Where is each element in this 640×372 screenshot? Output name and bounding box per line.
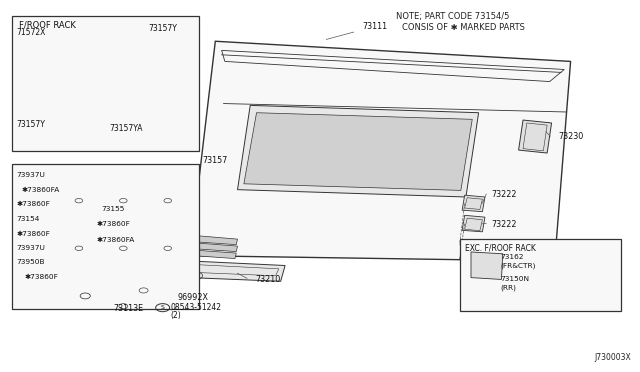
Text: 73950B: 73950B — [17, 259, 45, 265]
Text: 73157Y: 73157Y — [17, 120, 45, 129]
Text: 73222: 73222 — [492, 190, 517, 199]
Text: ✱73860F: ✱73860F — [25, 274, 59, 280]
Text: ✱73860FA: ✱73860FA — [97, 237, 135, 243]
Bar — [12, 16, 200, 151]
Text: 73113E: 73113E — [114, 304, 144, 313]
Text: J730003X: J730003X — [594, 353, 631, 362]
Text: 73157Y: 73157Y — [148, 24, 177, 33]
Text: 73230: 73230 — [558, 132, 583, 141]
Text: 73157: 73157 — [203, 156, 228, 165]
Text: 73937U: 73937U — [17, 245, 45, 251]
Text: CONSIS OF ✱ MARKED PARTS: CONSIS OF ✱ MARKED PARTS — [403, 23, 525, 32]
Bar — [460, 239, 621, 311]
Polygon shape — [193, 250, 236, 259]
Text: (RR): (RR) — [501, 284, 517, 291]
Text: S: S — [161, 305, 164, 310]
Text: ✱73860FA: ✱73860FA — [22, 187, 60, 193]
Polygon shape — [190, 261, 285, 281]
Bar — [12, 164, 200, 309]
Text: EXC. F/ROOF RACK: EXC. F/ROOF RACK — [465, 244, 536, 253]
Polygon shape — [471, 252, 502, 279]
Text: (2): (2) — [170, 311, 181, 320]
Polygon shape — [193, 243, 237, 251]
Polygon shape — [244, 113, 472, 190]
Text: NOTE; PART CODE 73154/5: NOTE; PART CODE 73154/5 — [396, 12, 509, 21]
Text: 08543-51242: 08543-51242 — [170, 303, 221, 312]
Text: 71572X: 71572X — [17, 28, 46, 36]
Text: ✱73860F: ✱73860F — [17, 231, 51, 237]
Text: 73111: 73111 — [362, 22, 388, 31]
Text: 73937U: 73937U — [17, 172, 45, 178]
Text: 73150N: 73150N — [501, 276, 530, 282]
Polygon shape — [237, 105, 479, 197]
Polygon shape — [193, 235, 237, 245]
Text: ✱73860F: ✱73860F — [97, 221, 131, 227]
Text: 73210: 73210 — [255, 275, 280, 284]
Text: 96992X: 96992X — [177, 292, 208, 302]
Text: 73154: 73154 — [17, 216, 40, 222]
Polygon shape — [462, 195, 485, 212]
Text: 73222: 73222 — [492, 220, 517, 229]
Text: 73155: 73155 — [101, 206, 125, 212]
Polygon shape — [462, 215, 485, 232]
Text: ✱73860F: ✱73860F — [17, 201, 51, 207]
Text: 73157YA: 73157YA — [109, 124, 143, 132]
Text: F/ROOF RACK: F/ROOF RACK — [19, 21, 76, 30]
Polygon shape — [190, 41, 571, 261]
Text: 73162: 73162 — [501, 254, 524, 260]
Polygon shape — [518, 120, 552, 153]
Text: (FR&CTR): (FR&CTR) — [501, 262, 536, 269]
